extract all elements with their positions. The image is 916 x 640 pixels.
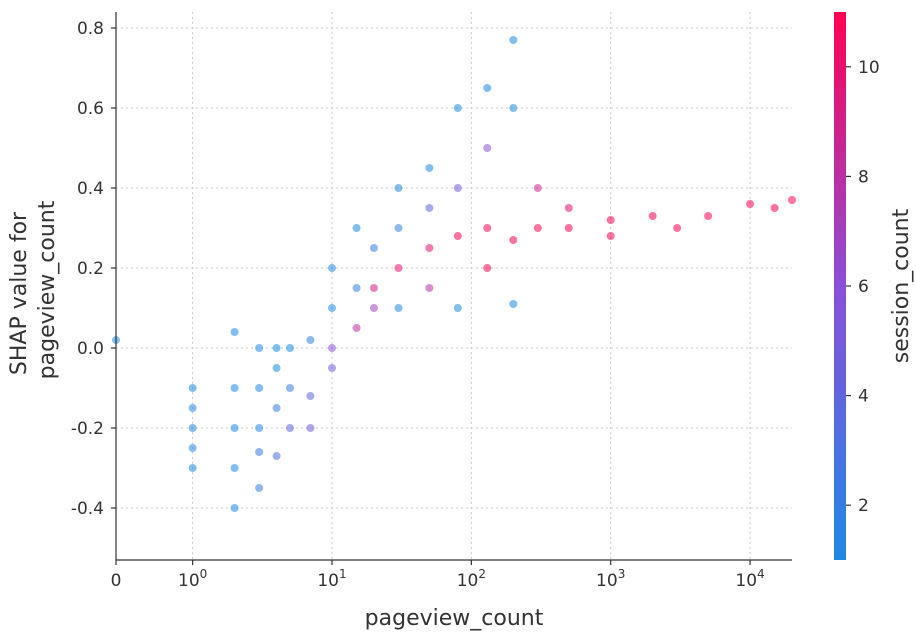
scatter-point bbox=[369, 304, 378, 312]
scatter-point bbox=[286, 384, 295, 392]
scatter-point bbox=[453, 304, 462, 312]
scatter-point bbox=[306, 336, 315, 344]
y-tick-label: 0.0 bbox=[77, 339, 104, 359]
x-tick-label: 0 bbox=[111, 571, 122, 591]
y-tick-label: -0.2 bbox=[71, 419, 104, 439]
scatter-point bbox=[188, 404, 197, 412]
scatter-point bbox=[425, 204, 434, 212]
grid-layer bbox=[115, 12, 792, 560]
y-tick-layer: -0.4 -0.2 0.0 0.2 0.4 0.6 0.8 bbox=[71, 19, 116, 519]
y-tick-label: -0.4 bbox=[71, 499, 104, 519]
scatter-point bbox=[394, 304, 403, 312]
x-tick-label: 102 bbox=[457, 567, 486, 591]
scatter-point bbox=[230, 424, 239, 432]
scatter-point bbox=[453, 232, 462, 240]
scatter-point bbox=[564, 204, 573, 212]
scatter-point bbox=[673, 224, 682, 232]
scatter-point bbox=[352, 324, 361, 332]
scatter-point bbox=[306, 424, 315, 432]
scatter-point bbox=[606, 232, 615, 240]
colorbar-tick-label: 8 bbox=[858, 167, 869, 187]
scatter-point bbox=[394, 184, 403, 192]
scatter-point bbox=[230, 384, 239, 392]
scatter-point bbox=[394, 224, 403, 232]
x-tick-label: 101 bbox=[317, 567, 346, 591]
scatter-point bbox=[509, 104, 518, 112]
scatter-point bbox=[509, 36, 518, 44]
colorbar-tick-layer: 2 4 6 8 10 bbox=[846, 58, 880, 516]
scatter-point bbox=[509, 236, 518, 244]
scatter-point bbox=[188, 384, 197, 392]
scatter-point bbox=[425, 164, 434, 172]
scatter-point bbox=[533, 184, 542, 192]
y-axis-label-line-1: SHAP value for bbox=[7, 211, 32, 375]
scatter-point bbox=[255, 384, 264, 392]
colorbar-label: session_count bbox=[889, 208, 914, 363]
scatter-point bbox=[704, 212, 713, 220]
x-tick-label: 103 bbox=[596, 567, 625, 591]
scatter-point bbox=[425, 284, 434, 292]
scatter-point bbox=[188, 424, 197, 432]
scatter-point bbox=[483, 84, 492, 92]
colorbar bbox=[834, 12, 846, 560]
scatter-point bbox=[648, 212, 657, 220]
scatter-point bbox=[272, 364, 281, 372]
colorbar-tick-label: 4 bbox=[858, 387, 869, 407]
scatter-point bbox=[483, 144, 492, 152]
colorbar-tick-label: 6 bbox=[858, 277, 869, 297]
scatter-point bbox=[230, 464, 239, 472]
y-axis-label-line-2: pageview_count bbox=[35, 200, 60, 379]
y-tick-label: 0.2 bbox=[77, 259, 104, 279]
colorbar-tick-label: 10 bbox=[858, 58, 880, 78]
scatter-point bbox=[255, 344, 264, 352]
x-axis-label: pageview_count bbox=[365, 606, 544, 631]
scatter-point bbox=[352, 284, 361, 292]
scatter-point bbox=[188, 464, 197, 472]
y-tick-label: 0.6 bbox=[77, 99, 104, 119]
x-tick-label: 100 bbox=[178, 567, 207, 591]
scatter-point bbox=[483, 264, 492, 272]
scatter-point bbox=[272, 404, 281, 412]
scatter-point bbox=[306, 392, 315, 400]
scatter-point bbox=[286, 424, 295, 432]
scatter-point bbox=[369, 284, 378, 292]
scatter-point bbox=[286, 344, 295, 352]
scatter-point bbox=[453, 104, 462, 112]
scatter-point bbox=[272, 344, 281, 352]
scatter-point bbox=[788, 196, 796, 204]
scatter-point bbox=[533, 224, 542, 232]
y-tick-label: 0.8 bbox=[77, 19, 104, 39]
scatter-point bbox=[509, 300, 518, 308]
scatter-point bbox=[606, 216, 615, 224]
scatter-point bbox=[746, 200, 755, 208]
scatter-point bbox=[770, 204, 779, 212]
scatter-point bbox=[255, 448, 264, 456]
scatter-point bbox=[394, 264, 403, 272]
scatter-point bbox=[327, 344, 336, 352]
scatter-point bbox=[483, 224, 492, 232]
scatter-point bbox=[255, 484, 264, 492]
scatter-point bbox=[369, 244, 378, 252]
scatter-point bbox=[327, 304, 336, 312]
points-layer bbox=[112, 36, 796, 512]
scatter-point bbox=[230, 504, 239, 512]
scatter-point bbox=[453, 184, 462, 192]
scatter-point bbox=[425, 244, 434, 252]
scatter-point bbox=[272, 452, 281, 460]
scatter-point bbox=[188, 444, 197, 452]
x-tick-layer: 0 100 101 102 103 104 bbox=[111, 560, 765, 591]
scatter-point bbox=[230, 328, 239, 336]
scatter-point bbox=[327, 264, 336, 272]
y-axis-label: SHAP value for pageview_count bbox=[7, 200, 60, 379]
scatter-point bbox=[327, 364, 336, 372]
scatter-point bbox=[255, 424, 264, 432]
colorbar-tick-label: 2 bbox=[858, 496, 869, 516]
axes-layer bbox=[115, 12, 792, 561]
y-tick-label: 0.4 bbox=[77, 179, 104, 199]
scatter-point bbox=[564, 224, 573, 232]
x-tick-label: 104 bbox=[735, 567, 764, 591]
scatter-point bbox=[352, 224, 361, 232]
